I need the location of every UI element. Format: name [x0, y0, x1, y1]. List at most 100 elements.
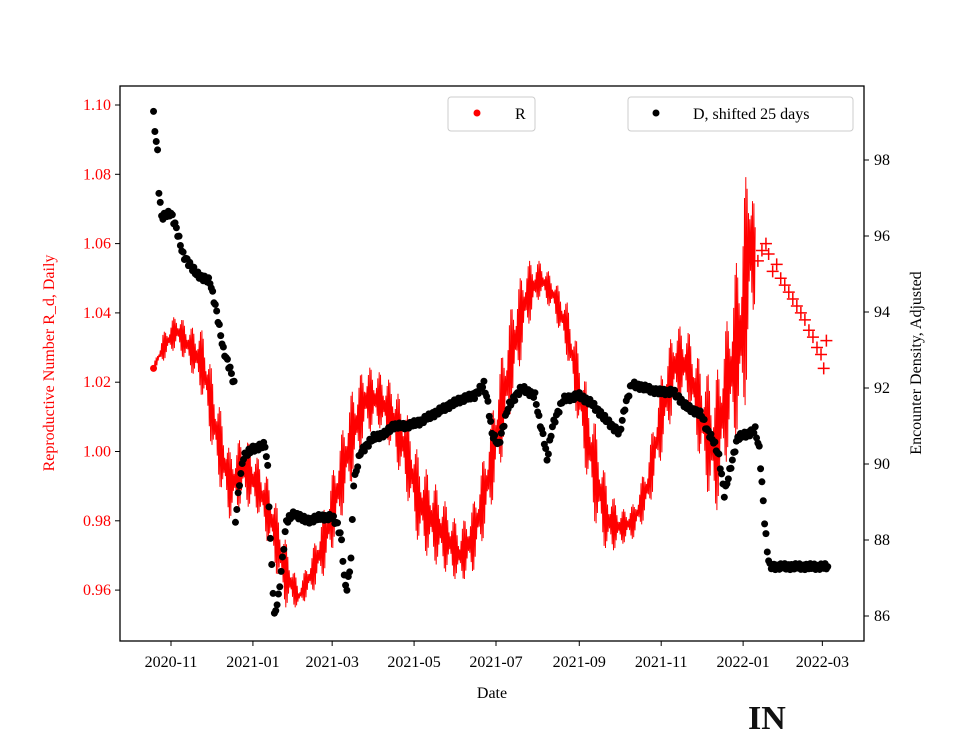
r-plus-point — [790, 299, 803, 312]
d-point — [751, 423, 759, 431]
r-plus-point — [759, 237, 772, 250]
x-tick-label: 2021-07 — [469, 654, 522, 671]
d-point — [532, 400, 540, 408]
x-tick-label: 2022-03 — [796, 654, 849, 671]
d-point — [151, 127, 159, 135]
d-point — [226, 363, 234, 371]
d-point — [277, 567, 285, 575]
y-tick-label-right: 88 — [874, 532, 890, 549]
x-tick-label: 2021-03 — [305, 654, 358, 671]
y-tick-label-left: 1.02 — [83, 374, 111, 391]
d-point — [511, 396, 519, 404]
d-point — [617, 425, 625, 433]
d-point — [724, 475, 732, 483]
y-axis-label-right: Encounter Density, Adjusted — [908, 271, 925, 454]
d-point — [272, 607, 280, 615]
d-point — [500, 422, 508, 430]
d-point — [718, 470, 726, 478]
d-point — [264, 461, 272, 469]
y-tick-label-right: 86 — [874, 608, 890, 625]
d-point — [265, 503, 273, 511]
r-plus-point — [778, 279, 791, 292]
watermark-text: IN — [748, 700, 786, 737]
y-tick-label-left: 1.08 — [83, 166, 111, 183]
legend-d: D, shifted 25 days — [627, 96, 854, 132]
x-axis-label: Date — [477, 685, 507, 702]
d-point — [479, 383, 487, 391]
r-plus-point — [810, 341, 823, 354]
r-plus-point — [817, 362, 830, 375]
r-plus-point — [802, 324, 815, 337]
d-point — [334, 519, 342, 527]
r-plus-point — [770, 258, 783, 271]
y-tick-label-right: 90 — [874, 456, 890, 473]
r-plus-point — [766, 265, 779, 278]
d-point — [211, 300, 219, 308]
d-point — [535, 412, 543, 420]
legend-marker-d — [652, 109, 660, 117]
d-point — [731, 448, 739, 456]
r-plus-point — [774, 272, 787, 285]
d-point — [755, 442, 763, 450]
d-point — [354, 463, 362, 471]
d-point — [234, 489, 242, 497]
d-point — [217, 332, 225, 340]
d-point — [715, 450, 723, 458]
legend-label-d: D, shifted 25 days — [693, 106, 809, 123]
d-point — [168, 211, 176, 219]
d-point — [763, 548, 771, 556]
y-tick-label-left: 1.06 — [83, 236, 111, 253]
d-point — [261, 443, 269, 451]
d-point — [150, 107, 158, 115]
d-point — [480, 377, 488, 385]
r-plus-point — [798, 313, 811, 326]
r-point — [150, 364, 158, 372]
d-point — [542, 444, 550, 452]
d-point — [601, 411, 609, 419]
d-point — [531, 389, 539, 397]
d-point — [215, 320, 223, 328]
r-plus-point — [786, 293, 799, 306]
d-point — [618, 416, 626, 424]
d-point — [544, 450, 552, 458]
y-tick-label-left: 1.04 — [83, 305, 111, 322]
d-point — [350, 482, 358, 490]
d-point — [230, 377, 238, 385]
d-point — [219, 343, 227, 351]
d-point — [625, 392, 633, 400]
d-point — [346, 568, 354, 576]
d-point — [237, 469, 245, 477]
y-tick-label-left: 1.10 — [83, 97, 111, 114]
d-point — [175, 232, 183, 240]
legend: R D, shifted 25 days — [447, 96, 854, 132]
plot-marks — [150, 107, 833, 617]
d-point — [190, 263, 198, 271]
y-tick-label-left: 0.96 — [83, 582, 111, 599]
x-tick-label: 2020-11 — [145, 654, 198, 671]
d-point — [274, 590, 282, 598]
d-point — [231, 518, 239, 526]
d-point — [155, 189, 163, 197]
d-point — [172, 224, 180, 232]
y-tick-label-right: 98 — [874, 152, 890, 169]
legend-marker-r — [473, 109, 481, 117]
r-plus-point — [751, 254, 764, 267]
d-point — [762, 530, 770, 538]
legend-r: R — [447, 96, 536, 132]
d-point — [484, 397, 492, 405]
d-point — [711, 438, 719, 446]
d-point — [336, 529, 344, 537]
d-point — [360, 447, 368, 455]
d-point — [227, 370, 235, 378]
d-point — [758, 478, 766, 486]
legend-label-r: R — [515, 106, 526, 123]
d-point — [750, 429, 758, 437]
d-point — [761, 520, 769, 528]
x-tick-label: 2022-01 — [716, 654, 769, 671]
d-point — [276, 583, 284, 591]
plot-frame — [119, 85, 865, 642]
x-tick-label: 2021-05 — [387, 654, 440, 671]
d-point — [671, 386, 679, 394]
d-point — [262, 453, 270, 461]
r-plus-point — [782, 286, 795, 299]
